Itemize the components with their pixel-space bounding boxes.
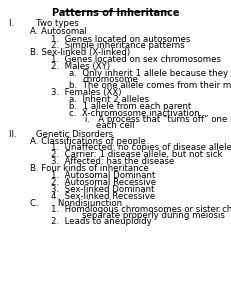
Text: I.        Two types: I. Two types bbox=[9, 20, 79, 28]
Text: Patterns of Inheritance: Patterns of Inheritance bbox=[52, 8, 179, 18]
Text: chromosome: chromosome bbox=[82, 75, 138, 84]
Text: A. Classifications of people: A. Classifications of people bbox=[30, 136, 146, 146]
Text: a.  Only inherit 1 allele because they only have 1 X: a. Only inherit 1 allele because they on… bbox=[69, 69, 231, 78]
Text: b.  The one allele comes from their mom: b. The one allele comes from their mom bbox=[69, 81, 231, 90]
Text: A. Autosomal: A. Autosomal bbox=[30, 27, 87, 36]
Text: 3.  Sex-linked Dominant: 3. Sex-linked Dominant bbox=[51, 185, 154, 194]
Text: separate properly during meiosis: separate properly during meiosis bbox=[82, 212, 225, 220]
Text: 2.  Simple inheritance patterns: 2. Simple inheritance patterns bbox=[51, 41, 185, 50]
Text: a.  Inherit 2 alleles: a. Inherit 2 alleles bbox=[69, 95, 149, 104]
Text: 4.  Sex-linked Recessive: 4. Sex-linked Recessive bbox=[51, 192, 155, 201]
Text: B. Sex-linked (X-linked): B. Sex-linked (X-linked) bbox=[30, 48, 130, 57]
Text: 2.  Carrier: 1 disease allele, but not sick: 2. Carrier: 1 disease allele, but not si… bbox=[51, 150, 222, 159]
Text: B. Four kinds of inheritance: B. Four kinds of inheritance bbox=[30, 164, 149, 173]
Text: 1.  Genes located on autosomes: 1. Genes located on autosomes bbox=[51, 34, 190, 43]
Text: 1.  Unaffected: no copies of disease allele: 1. Unaffected: no copies of disease alle… bbox=[51, 143, 231, 152]
Text: i.   A process that “turns off” one X chromosome in: i. A process that “turns off” one X chro… bbox=[85, 116, 231, 124]
Text: C.       Nondisjunction: C. Nondisjunction bbox=[30, 199, 122, 208]
Text: each cell: each cell bbox=[96, 122, 134, 130]
Text: 1.  Homologous chromosomes or sister chromatids do not: 1. Homologous chromosomes or sister chro… bbox=[51, 206, 231, 214]
Text: 2.  Males (XY): 2. Males (XY) bbox=[51, 62, 110, 71]
Text: 3.  Females (XX): 3. Females (XX) bbox=[51, 88, 121, 97]
Text: II.       Genetic Disorders: II. Genetic Disorders bbox=[9, 130, 113, 139]
Text: 1.  Genes located on sex chromosomes: 1. Genes located on sex chromosomes bbox=[51, 55, 221, 64]
Text: c.  X-chromosome inactivation: c. X-chromosome inactivation bbox=[69, 109, 200, 118]
Text: b.  1 allele from each parent: b. 1 allele from each parent bbox=[69, 102, 192, 111]
Text: 2.  Leads to aneuploidy: 2. Leads to aneuploidy bbox=[51, 218, 152, 226]
Text: 2.  Autosomal Recessive: 2. Autosomal Recessive bbox=[51, 178, 156, 187]
Text: 1.  Autosomal Dominant: 1. Autosomal Dominant bbox=[51, 171, 155, 180]
Text: 3.  Affected: has the disease: 3. Affected: has the disease bbox=[51, 157, 174, 166]
